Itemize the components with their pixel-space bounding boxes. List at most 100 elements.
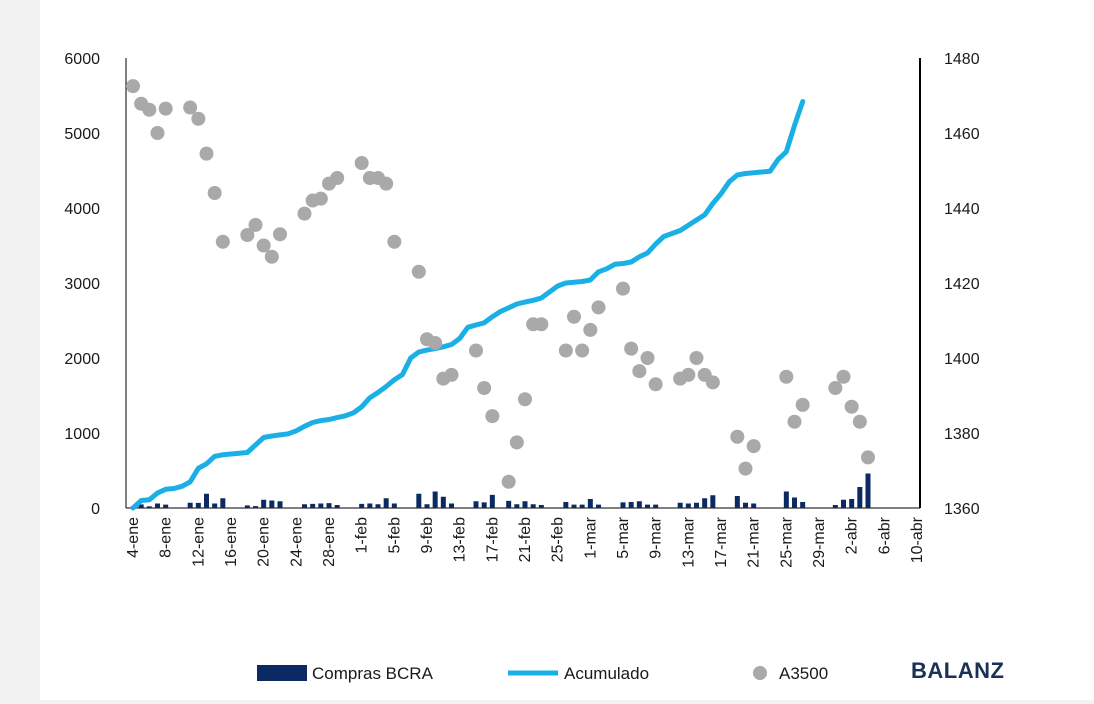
bar <box>432 491 438 508</box>
a3500-point <box>240 228 255 242</box>
x-tick-label: 25-feb <box>550 517 567 562</box>
a3500-point <box>836 369 851 384</box>
a3500-point <box>787 414 802 429</box>
bar <box>628 502 634 508</box>
bar <box>865 473 871 508</box>
a3500-point <box>313 191 328 206</box>
a3500-point <box>469 343 483 358</box>
left-tick-label: 4000 <box>64 201 100 218</box>
a3500-point <box>518 392 532 407</box>
a3500-point <box>689 351 704 365</box>
left-axis-ticks: 0 1000 2000 3000 4000 5000 6000 <box>64 51 100 518</box>
bar <box>645 504 650 508</box>
right-tick-label: 1380 <box>944 426 980 443</box>
right-tick-label: 1400 <box>944 351 980 368</box>
a3500-point <box>297 206 312 221</box>
bar <box>694 502 699 508</box>
a3500-point <box>387 234 402 249</box>
bar <box>522 501 528 508</box>
bar <box>620 502 626 508</box>
bar <box>596 504 601 508</box>
x-tick-label: 29-mar <box>811 516 828 567</box>
x-tick-label: 24-ene <box>288 517 305 567</box>
x-tick-label: 9-feb <box>419 517 436 554</box>
legend-label-bars: Compras BCRA <box>312 664 434 683</box>
bar <box>163 504 169 508</box>
bar <box>792 497 797 508</box>
bar <box>269 500 275 508</box>
dots-series <box>126 79 875 489</box>
bar <box>473 501 479 508</box>
a3500-point <box>150 126 165 140</box>
bar <box>538 505 544 508</box>
a3500-point <box>215 234 230 249</box>
bars-series <box>130 473 871 508</box>
bar <box>734 496 740 508</box>
bar <box>832 505 838 508</box>
a3500-point <box>444 367 459 382</box>
a3500-point <box>199 146 214 161</box>
a3500-point <box>852 414 867 429</box>
a3500-point <box>330 171 345 185</box>
a3500-point <box>183 100 198 115</box>
bar <box>187 502 193 508</box>
bar <box>449 503 454 508</box>
bar <box>506 500 512 508</box>
x-tick-label: 9-mar <box>648 516 665 558</box>
right-tick-label: 1440 <box>944 201 980 218</box>
a3500-point <box>509 435 524 450</box>
bar <box>220 498 226 508</box>
a3500-point <box>477 381 492 395</box>
left-tick-label: 1000 <box>64 426 100 443</box>
left-tick-label: 2000 <box>64 351 100 368</box>
bar <box>391 503 397 508</box>
bar <box>253 506 258 508</box>
bar <box>653 504 659 508</box>
a3500-point <box>861 450 875 465</box>
a3500-point <box>158 101 173 116</box>
bar <box>710 495 716 508</box>
x-tick-label: 5-mar <box>615 516 632 558</box>
bar <box>587 499 593 508</box>
bar <box>146 506 152 508</box>
x-tick-label: 1-feb <box>354 517 371 554</box>
bar <box>481 502 487 508</box>
a3500-point <box>501 474 516 489</box>
bar <box>685 503 691 508</box>
bar <box>212 503 218 508</box>
bar <box>424 504 430 508</box>
a3500-point <box>591 300 606 315</box>
a3500-point <box>828 381 843 395</box>
x-tick-label: 13-feb <box>452 517 469 562</box>
bar <box>702 498 708 508</box>
a3500-point <box>632 364 647 379</box>
a3500-point <box>705 375 720 390</box>
a3500-point <box>795 397 810 412</box>
right-axis-ticks: 1360 1380 1400 1420 1440 1460 1480 <box>944 51 980 518</box>
legend-label-dots: A3500 <box>779 664 828 683</box>
bar <box>841 499 846 508</box>
legend-swatch-bars <box>257 665 307 681</box>
a3500-point <box>379 176 394 191</box>
a3500-point <box>534 317 549 332</box>
left-tick-label: 5000 <box>64 126 100 143</box>
bar <box>138 504 144 508</box>
a3500-point <box>575 343 590 358</box>
brand-logo: BALANZ <box>911 658 1004 683</box>
x-tick-label: 17-feb <box>484 517 501 562</box>
line-series <box>130 99 806 511</box>
x-tick-label: 6-abr <box>876 516 893 554</box>
bar <box>530 504 536 508</box>
bar <box>489 494 495 508</box>
x-tick-label: 4-ene <box>125 517 142 558</box>
a3500-point <box>738 461 753 476</box>
x-tick-label: 21-feb <box>517 517 534 562</box>
x-axis-ticks: 4-ene 8-ene 12-ene 16-ene 20-ene 24-ene 28-ene… <box>125 516 926 567</box>
x-tick-label: 8-ene <box>158 517 175 558</box>
a3500-point <box>648 377 663 392</box>
bar <box>571 504 577 508</box>
x-tick-label: 21-mar <box>746 516 763 567</box>
bar <box>783 491 789 508</box>
bar <box>244 505 250 508</box>
